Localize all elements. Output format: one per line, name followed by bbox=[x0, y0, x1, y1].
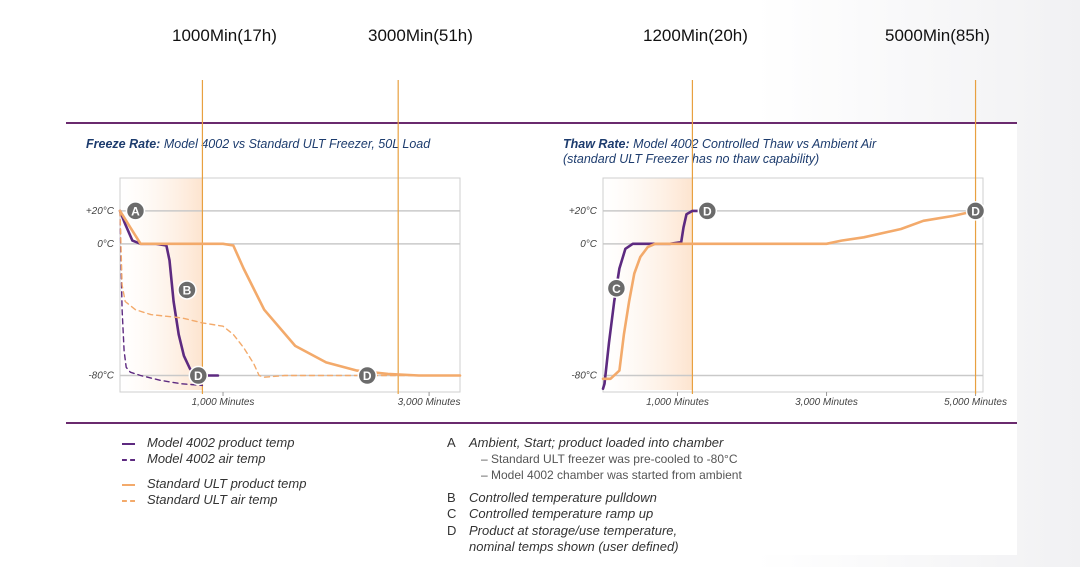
legend-swatch-4002-air bbox=[122, 459, 135, 461]
note-a-sub1: – Standard ULT freezer was pre-cooled to… bbox=[481, 452, 738, 466]
freeze-badge-b-1 bbox=[177, 280, 197, 300]
freeze-x-tick-label-0: 1,000 Minutes bbox=[192, 397, 255, 408]
freeze-badge-label-b-1: B bbox=[183, 283, 192, 297]
freeze-badge-d-3 bbox=[357, 365, 378, 386]
freeze-plot-frame bbox=[119, 177, 461, 393]
note-key-b: B bbox=[447, 490, 456, 505]
freeze-y-tick-label-0: +20°C bbox=[86, 206, 115, 217]
note-d: Product at storage/use temperature, bbox=[469, 523, 678, 538]
freeze-y-tick-label-2: -80°C bbox=[88, 371, 114, 382]
note-d-line2: nominal temps shown (user defined) bbox=[469, 539, 679, 554]
thaw-chart-title: Thaw Rate: Model 4002 Controlled Thaw vs… bbox=[563, 137, 876, 167]
thaw-x-tick-label-2: 5,000 Minutes bbox=[944, 397, 1007, 408]
top-label-thaw-1200: 1200Min(20h) bbox=[643, 26, 748, 45]
thaw-badge-label-c-0: C bbox=[612, 282, 621, 296]
thaw-y-tick-label-0: +20°C bbox=[569, 206, 598, 217]
legend-ult-air: Standard ULT air temp bbox=[147, 492, 278, 507]
legend-ult-product: Standard ULT product temp bbox=[147, 476, 307, 491]
legend-4002-product: Model 4002 product temp bbox=[147, 435, 295, 450]
top-label-freeze-1000: 1000Min(17h) bbox=[172, 26, 277, 45]
freeze-badge-label-d-3: D bbox=[363, 369, 372, 383]
note-key-c: C bbox=[447, 506, 457, 521]
freeze-chart-title: Freeze Rate: Model 4002 vs Standard ULT … bbox=[86, 137, 430, 152]
thaw-title-rest: Model 4002 Controlled Thaw vs Ambient Ai… bbox=[633, 137, 877, 151]
note-a: Ambient, Start; product loaded into cham… bbox=[469, 435, 724, 450]
note-key-a: A bbox=[447, 435, 456, 450]
freeze-badge-label-a-0: A bbox=[131, 204, 140, 218]
note-a-sub2: – Model 4002 chamber was started from am… bbox=[481, 468, 742, 482]
note-key-d: D bbox=[447, 523, 457, 538]
thaw-badge-label-d-1: D bbox=[703, 204, 712, 218]
freeze-y-tick-label-1: 0°C bbox=[97, 239, 115, 250]
freeze-series-standard-ult-product-temp bbox=[118, 209, 462, 377]
freeze-series-standard-ult-air-temp bbox=[119, 210, 461, 378]
note-c: Controlled temperature ramp up bbox=[469, 506, 654, 521]
freeze-badge-a-0 bbox=[125, 201, 146, 221]
thaw-y-tick-label-1: 0°C bbox=[580, 239, 598, 250]
thaw-title-bold: Thaw Rate: bbox=[563, 137, 630, 151]
thaw-title-line2: (standard ULT Freezer has no thaw capabi… bbox=[563, 152, 820, 166]
chart-panel bbox=[66, 122, 1017, 555]
freeze-title-rest: Model 4002 vs Standard ULT Freezer, 50L … bbox=[163, 137, 431, 151]
thaw-x-tick-label-1: 3,000 Minutes bbox=[795, 397, 858, 408]
legend-swatch-ult-product bbox=[122, 484, 135, 486]
freeze-badge-d-2 bbox=[188, 365, 209, 386]
legend-swatch-ult-air bbox=[122, 500, 135, 502]
top-label-thaw-5000: 5000Min(85h) bbox=[885, 26, 990, 45]
freeze-x-tick-label-1: 3,000 Minutes bbox=[398, 397, 461, 408]
thaw-badge-d-2 bbox=[965, 201, 986, 221]
freeze-badge-label-d-2: D bbox=[194, 369, 203, 383]
thaw-y-tick-label-2: -80°C bbox=[571, 371, 597, 382]
legend-swatch-4002-product bbox=[122, 443, 135, 445]
legend-4002-air: Model 4002 air temp bbox=[147, 451, 266, 466]
thaw-series-model-4002-product-temp bbox=[601, 209, 709, 390]
thaw-x-tick-label-0: 1,000 Minutes bbox=[646, 397, 709, 408]
thaw-badge-d-1 bbox=[697, 201, 718, 221]
top-label-freeze-3000: 3000Min(51h) bbox=[368, 26, 473, 45]
top-divider bbox=[66, 122, 1017, 124]
freeze-title-bold: Freeze Rate: bbox=[86, 137, 161, 151]
thaw-badge-label-d-2: D bbox=[971, 204, 980, 218]
thaw-series-standard-ult-product-temp bbox=[601, 209, 977, 381]
thaw-plot-frame bbox=[602, 177, 984, 393]
note-b: Controlled temperature pulldown bbox=[469, 490, 657, 505]
thaw-badge-c-0 bbox=[606, 278, 627, 299]
bottom-divider bbox=[66, 422, 1017, 424]
